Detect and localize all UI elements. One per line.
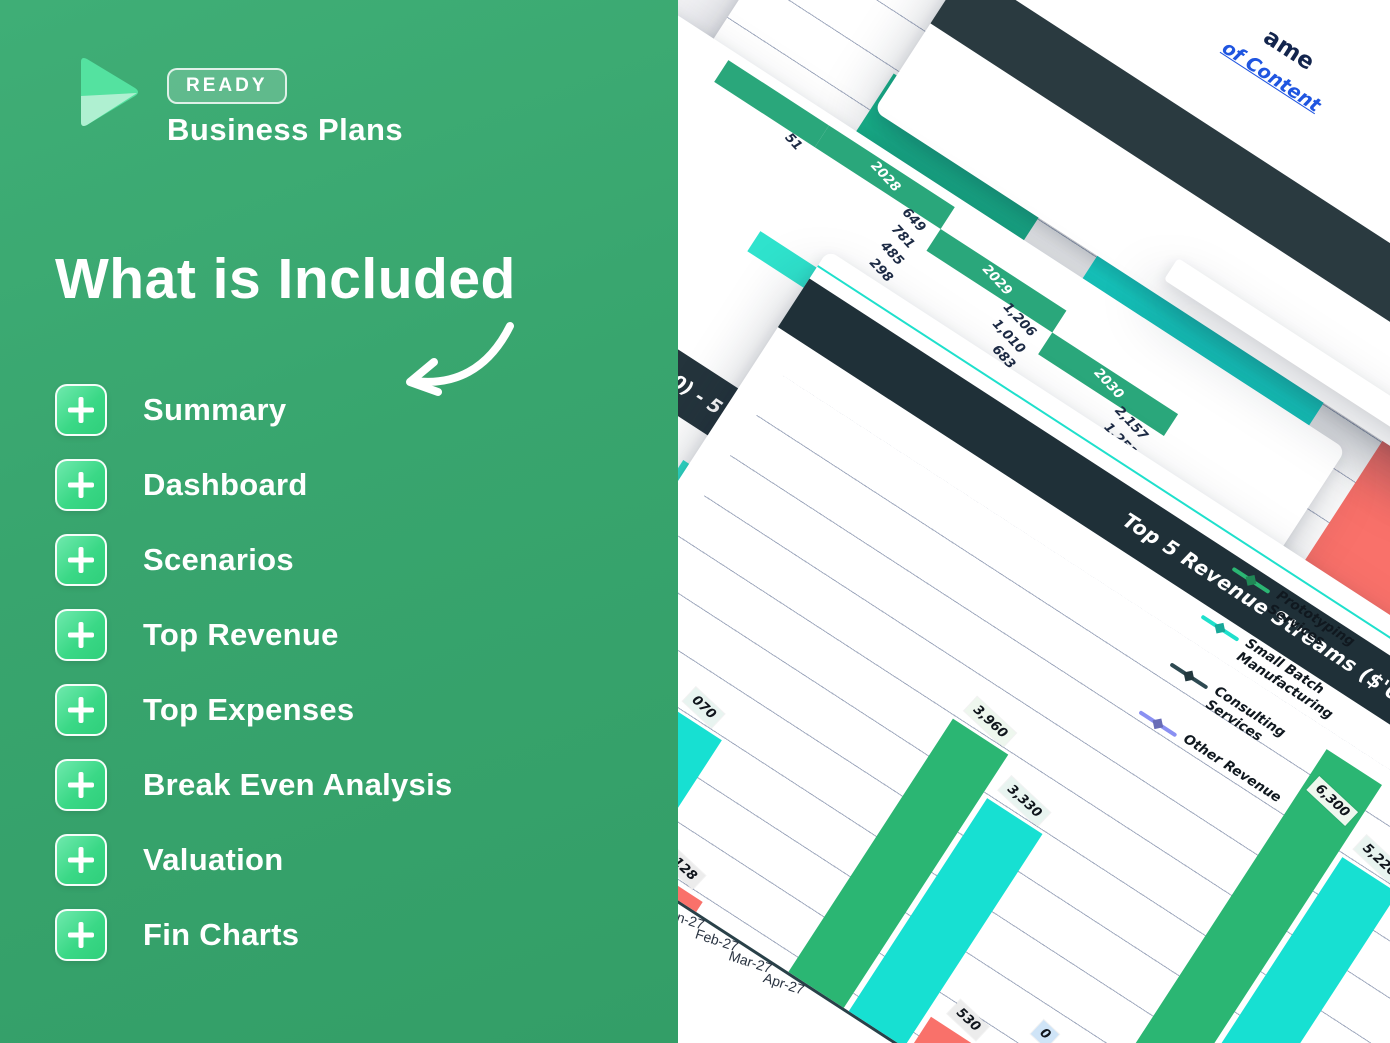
feature-item-fin-charts: Fin Charts: [55, 909, 453, 961]
legend-marker: [1200, 614, 1240, 642]
feature-label: Fin Charts: [143, 917, 300, 952]
sheets-collage: 128.9 ame of Content 51 2028 649 781 485…: [678, 0, 1390, 1043]
rev-label: 128: [678, 848, 706, 890]
feature-item-dashboard: Dashboard: [55, 459, 453, 511]
feature-item-break-even: Break Even Analysis: [55, 759, 453, 811]
feature-item-scenarios: Scenarios: [55, 534, 453, 586]
left-panel: READY Business Plans What is Included Su…: [0, 0, 678, 1043]
plus-icon: [55, 459, 107, 511]
feature-label: Top Revenue: [143, 617, 339, 652]
page-title: What is Included: [55, 247, 516, 311]
plus-icon: [55, 909, 107, 961]
feature-label: Summary: [143, 392, 287, 427]
play-icon: [75, 52, 143, 148]
feature-list: Summary Dashboard Scenarios Top Revenue …: [55, 384, 453, 984]
feature-item-valuation: Valuation: [55, 834, 453, 886]
curved-arrow-icon: [396, 320, 516, 403]
plus-icon: [55, 384, 107, 436]
feature-item-top-revenue: Top Revenue: [55, 609, 453, 661]
plus-icon: [55, 684, 107, 736]
feature-label: Break Even Analysis: [143, 767, 453, 802]
plus-icon: [55, 759, 107, 811]
ready-badge: READY: [167, 68, 287, 104]
plus-icon: [55, 834, 107, 886]
legend-marker: [1169, 662, 1209, 690]
feature-label: Top Expenses: [143, 692, 355, 727]
brand-name: Business Plans: [167, 112, 404, 147]
feature-label: Scenarios: [143, 542, 294, 577]
plus-icon: [55, 534, 107, 586]
brand-logo: READY Business Plans: [75, 52, 403, 148]
plus-icon: [55, 609, 107, 661]
feature-label: Valuation: [143, 842, 284, 877]
feature-label: Dashboard: [143, 467, 308, 502]
rev-label-zero: 0: [1030, 1020, 1060, 1043]
legend-marker: [1138, 710, 1178, 738]
feature-item-summary: Summary: [55, 384, 453, 436]
feature-item-top-expenses: Top Expenses: [55, 684, 453, 736]
